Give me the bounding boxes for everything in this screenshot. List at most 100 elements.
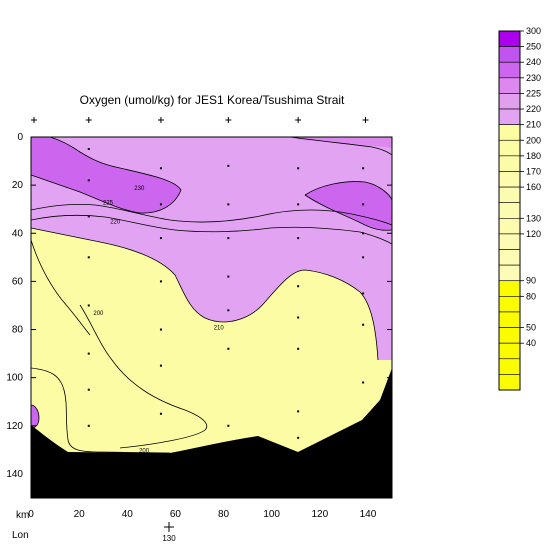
sample-point-31 (362, 203, 365, 206)
contour-label-2: 220 (110, 220, 121, 226)
contour-210-band (79, 304, 208, 449)
contour-label-4: 210 (214, 326, 225, 332)
contour-label-5: 200 (139, 448, 150, 454)
colorbar-swatch-21 (498, 358, 521, 375)
secondary-axis-label: Lon (12, 530, 29, 541)
contour-top-right (289, 136, 393, 156)
colorbar-label-230: 230 (526, 73, 541, 83)
sample-point-11 (159, 280, 162, 283)
sample-points (87, 148, 365, 439)
colorbar-label-130: 130 (526, 213, 541, 223)
colorbar-label-200: 200 (526, 135, 541, 145)
field-225-top-right (290, 137, 392, 148)
colorbar-label-225: 225 (526, 88, 541, 98)
sample-point-22 (297, 167, 300, 170)
sample-point-15 (227, 164, 230, 167)
sample-point-14 (159, 412, 162, 415)
contour-lines (30, 136, 393, 454)
colorbar-swatch-3 (498, 77, 521, 94)
y-tick-label-60: 60 (12, 276, 24, 287)
sample-point-6 (87, 388, 90, 391)
x-axis: 0 20 40 60 80 100 120 140 (28, 493, 377, 520)
contour-200 (30, 227, 379, 361)
colorbar-swatch-19 (498, 327, 521, 344)
sample-point-16 (227, 203, 230, 206)
colorbar-swatch-11 (498, 202, 521, 219)
x-tick-label-120: 120 (311, 509, 328, 520)
secondary-tick-label: 130 (162, 534, 176, 543)
contour-230-right (304, 181, 393, 201)
sample-point-0 (87, 148, 90, 151)
colorbar-label-240: 240 (526, 57, 541, 67)
colorbar-swatch-0 (498, 30, 521, 47)
field-230-upper-left (31, 137, 181, 214)
contour-label-0: 230 (134, 186, 145, 192)
colorbar-swatch-6 (498, 124, 521, 141)
colorbar-label-80: 80 (526, 291, 536, 301)
x-tick-label-100: 100 (263, 509, 280, 520)
sample-point-23 (297, 203, 300, 206)
colorbar-label-160: 160 (526, 182, 541, 192)
colorbar-label-250: 250 (526, 42, 541, 52)
sample-point-10 (159, 237, 162, 240)
colorbar-swatch-5 (498, 108, 521, 125)
sample-point-27 (297, 347, 300, 350)
sample-point-1 (87, 179, 90, 182)
x-tick-label-40: 40 (122, 509, 134, 520)
colorbar-swatch-13 (498, 233, 521, 250)
colorbar-swatch-10 (498, 186, 521, 203)
sample-point-34 (362, 292, 365, 295)
sample-point-5 (87, 352, 90, 355)
y-tick-label-140: 140 (6, 469, 23, 480)
colorbar-swatch-2 (498, 61, 521, 79)
sample-point-25 (297, 285, 300, 288)
y-tick-label-80: 80 (12, 325, 24, 336)
colorbar-swatch-9 (498, 171, 521, 188)
sample-point-4 (87, 304, 90, 307)
sample-point-26 (297, 316, 300, 319)
x-tick-label-80: 80 (218, 509, 230, 520)
sample-point-29 (297, 436, 300, 439)
colorbar-swatch-8 (498, 155, 521, 172)
colorbar-swatch-16 (498, 280, 521, 297)
contour-labels: 230 225 220 200 210 200 (93, 186, 224, 454)
colorbar-swatch-12 (498, 218, 521, 235)
sample-point-33 (362, 256, 365, 259)
colorbar-swatch-20 (498, 342, 521, 360)
colorbar: 300 250 240 230 225 220 210 200 180 170 160 130 120 9… (498, 26, 541, 391)
sample-point-9 (159, 203, 162, 206)
sample-point-20 (227, 347, 230, 350)
colorbar-label-170: 170 (526, 166, 541, 176)
sample-point-32 (362, 232, 365, 235)
x-axis-label: km (16, 510, 29, 521)
sample-point-36 (362, 381, 365, 384)
sample-point-28 (297, 410, 300, 413)
y-tick-label-100: 100 (6, 373, 23, 384)
contour-label-1: 225 (103, 200, 114, 206)
colorbar-swatch-4 (498, 93, 521, 110)
colorbar-label-90: 90 (526, 276, 536, 286)
colorbar-swatch-18 (498, 311, 521, 328)
contour-230-left (30, 136, 182, 214)
sample-point-35 (362, 323, 365, 326)
plot-area: 230 225 220 200 210 200 (30, 136, 393, 499)
colorbar-label-120: 120 (526, 229, 541, 239)
field-purple-edge-left (31, 405, 39, 428)
bathymetry-mask (31, 368, 392, 498)
contour-220 (30, 214, 393, 245)
colorbar-label-180: 180 (526, 151, 541, 161)
contour-230-right-lower (304, 194, 393, 231)
sample-point-18 (227, 275, 230, 278)
sample-point-13 (159, 364, 162, 367)
field-yellow-lower (31, 228, 392, 498)
contour-225 (30, 203, 393, 226)
sample-point-7 (87, 424, 90, 427)
sample-point-24 (297, 237, 300, 240)
sample-point-3 (87, 256, 90, 259)
x-tick-label-0: 0 (28, 509, 34, 520)
chart-title: Oxygen (umol/kg) for JES1 Korea/Tsushima… (80, 93, 345, 107)
colorbar-swatch-1 (498, 46, 521, 63)
colorbar-swatch-22 (498, 374, 521, 391)
secondary-tick: 130 (162, 522, 176, 543)
